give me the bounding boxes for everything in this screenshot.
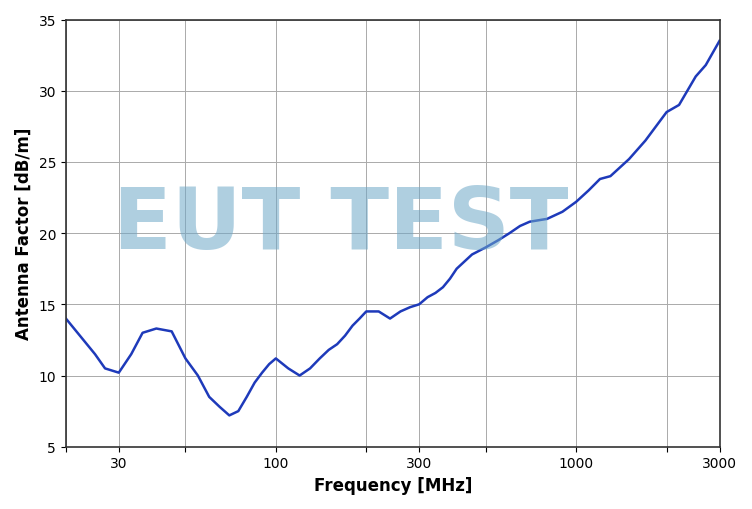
X-axis label: Frequency [MHz]: Frequency [MHz] [314,476,472,494]
Text: EUT TEST: EUT TEST [113,184,569,267]
Y-axis label: Antenna Factor [dB/m]: Antenna Factor [dB/m] [15,128,33,340]
